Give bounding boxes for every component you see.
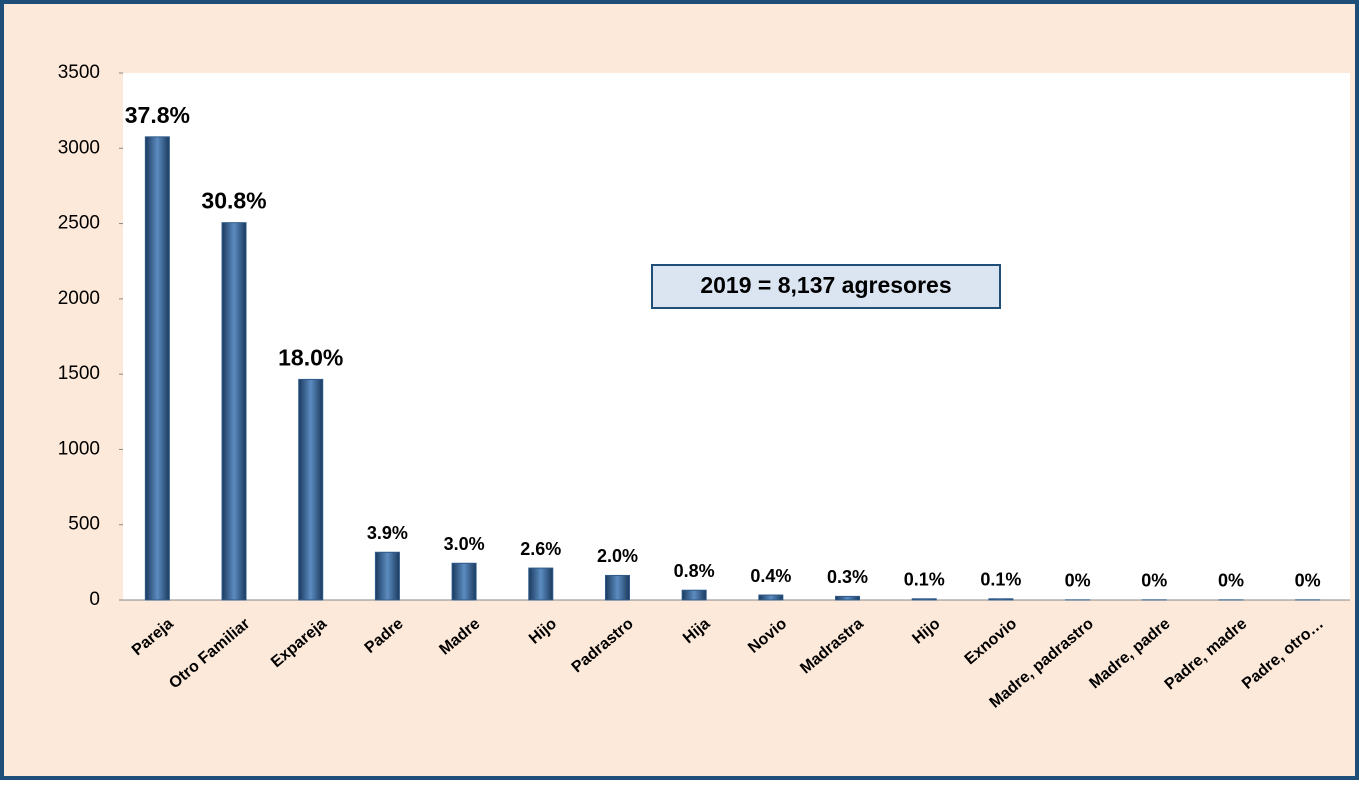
- value-label: 0.1%: [904, 570, 945, 590]
- y-tick-label: 500: [68, 514, 100, 535]
- y-tick-label: 3000: [58, 137, 100, 158]
- value-label: 3.9%: [367, 523, 408, 543]
- bar: [989, 599, 1013, 600]
- value-label: 2.6%: [520, 539, 561, 559]
- bar: [682, 590, 706, 600]
- y-tick-label: 1000: [58, 438, 100, 459]
- bar: [145, 137, 169, 600]
- value-label: 3.0%: [444, 534, 485, 554]
- bar: [912, 599, 936, 600]
- value-label: 0%: [1065, 571, 1091, 591]
- y-tick-label: 2000: [58, 288, 100, 309]
- y-tick-label: 2500: [58, 213, 100, 234]
- bar: [605, 575, 629, 600]
- bar: [759, 595, 783, 600]
- y-tick-label: 3500: [58, 62, 100, 83]
- bar: [452, 563, 476, 600]
- bar: [299, 379, 323, 600]
- bar: [529, 568, 553, 600]
- value-label: 0%: [1141, 571, 1167, 591]
- value-label: 0.3%: [827, 567, 868, 587]
- value-label: 0.4%: [750, 566, 791, 586]
- value-label: 2.0%: [597, 546, 638, 566]
- value-label: 37.8%: [125, 102, 190, 128]
- value-label: 18.0%: [278, 344, 343, 370]
- value-label: 0.8%: [674, 561, 715, 581]
- value-label: 30.8%: [201, 188, 266, 214]
- value-label: 0%: [1295, 571, 1321, 591]
- y-tick-label: 1500: [58, 363, 100, 384]
- annotation: 2019 = 8,137 agresores: [700, 272, 951, 298]
- value-label: 0%: [1218, 571, 1244, 591]
- bar: [836, 596, 860, 600]
- y-tick-label: 0: [89, 589, 100, 610]
- bar: [222, 223, 246, 600]
- value-label: 0.1%: [980, 570, 1021, 590]
- bar: [375, 552, 399, 600]
